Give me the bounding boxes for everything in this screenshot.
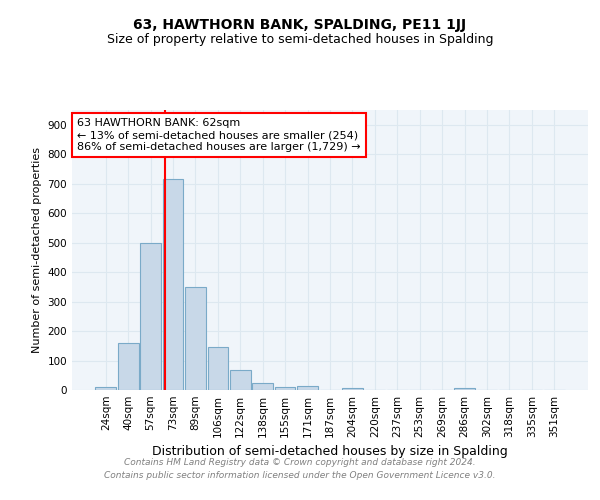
Bar — [342, 388, 363, 390]
X-axis label: Distribution of semi-detached houses by size in Spalding: Distribution of semi-detached houses by … — [152, 446, 508, 458]
Bar — [297, 386, 318, 390]
Bar — [454, 388, 475, 390]
Text: Contains HM Land Registry data © Crown copyright and database right 2024.
Contai: Contains HM Land Registry data © Crown c… — [104, 458, 496, 480]
Text: 63, HAWTHORN BANK, SPALDING, PE11 1JJ: 63, HAWTHORN BANK, SPALDING, PE11 1JJ — [133, 18, 467, 32]
Bar — [95, 387, 116, 390]
Text: Size of property relative to semi-detached houses in Spalding: Size of property relative to semi-detach… — [107, 32, 493, 46]
Bar — [185, 287, 206, 390]
Bar — [275, 387, 295, 390]
Bar — [118, 343, 139, 390]
Text: 63 HAWTHORN BANK: 62sqm
← 13% of semi-detached houses are smaller (254)
86% of s: 63 HAWTHORN BANK: 62sqm ← 13% of semi-de… — [77, 118, 361, 152]
Y-axis label: Number of semi-detached properties: Number of semi-detached properties — [32, 147, 42, 353]
Bar — [163, 180, 184, 390]
Bar — [230, 370, 251, 390]
Bar — [253, 382, 273, 390]
Bar — [140, 242, 161, 390]
Bar — [208, 348, 228, 390]
